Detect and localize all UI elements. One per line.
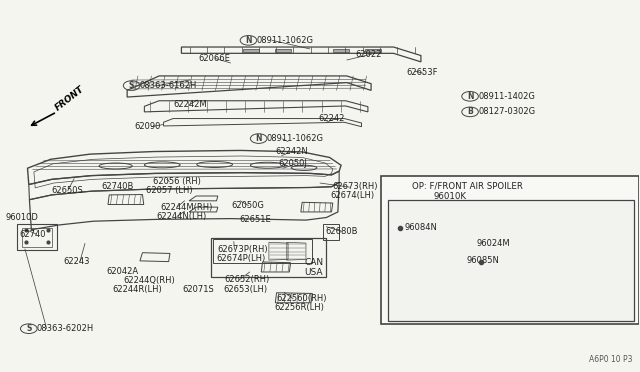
Text: 62244N(LH): 62244N(LH): [156, 212, 206, 221]
Text: 08911-1062G: 08911-1062G: [256, 36, 313, 45]
Text: S: S: [26, 324, 31, 333]
Text: 62243: 62243: [63, 257, 90, 266]
Text: 62244M(RH): 62244M(RH): [161, 203, 212, 212]
Text: 62256R(LH): 62256R(LH): [274, 303, 324, 312]
Text: N: N: [245, 36, 252, 45]
FancyBboxPatch shape: [381, 176, 639, 324]
Text: 08363-6162H: 08363-6162H: [140, 81, 197, 90]
Text: CAN: CAN: [304, 258, 323, 267]
FancyBboxPatch shape: [365, 48, 381, 52]
Text: 62042A: 62042A: [106, 267, 138, 276]
Text: 96010D: 96010D: [6, 213, 38, 222]
Text: B: B: [467, 108, 473, 116]
Text: 62650S: 62650S: [52, 186, 84, 195]
Text: FRONT: FRONT: [54, 84, 86, 113]
Text: 62242N: 62242N: [275, 147, 308, 155]
Text: S: S: [129, 81, 134, 90]
Text: 62740: 62740: [20, 230, 46, 239]
Text: 62674(LH): 62674(LH): [330, 191, 374, 200]
Text: 62674P(LH): 62674P(LH): [216, 254, 265, 263]
Text: 62673P(RH): 62673P(RH): [218, 244, 268, 253]
Text: 96010K: 96010K: [433, 192, 466, 201]
Text: 62653F: 62653F: [407, 68, 438, 77]
Text: 08363-6202H: 08363-6202H: [36, 324, 93, 333]
Text: 62066E: 62066E: [198, 54, 230, 62]
Text: 96024M: 96024M: [476, 239, 510, 248]
Text: 62740B: 62740B: [102, 182, 134, 190]
Text: 96084N: 96084N: [404, 223, 437, 232]
Text: 62653(LH): 62653(LH): [223, 285, 267, 294]
Text: A6P0 10 P3: A6P0 10 P3: [589, 355, 633, 364]
Text: OP: F/FRONT AIR SPOILER: OP: F/FRONT AIR SPOILER: [412, 182, 523, 190]
Text: 62680B: 62680B: [325, 227, 358, 236]
FancyBboxPatch shape: [243, 48, 259, 52]
Text: 08911-1062G: 08911-1062G: [266, 134, 323, 143]
Text: USA: USA: [305, 268, 323, 277]
FancyBboxPatch shape: [333, 48, 349, 52]
Text: 62057 (LH): 62057 (LH): [147, 186, 193, 195]
Text: 62244Q(RH): 62244Q(RH): [124, 276, 175, 285]
Text: 62022: 62022: [355, 49, 381, 58]
Text: 62056 (RH): 62056 (RH): [153, 177, 200, 186]
Text: 96085N: 96085N: [467, 256, 500, 265]
Text: 62050J: 62050J: [278, 159, 307, 168]
Text: 62673(RH): 62673(RH): [333, 182, 378, 191]
Text: N: N: [467, 92, 474, 101]
Text: 62242: 62242: [319, 114, 345, 123]
Text: 62244R(LH): 62244R(LH): [113, 285, 162, 294]
Text: 62071S: 62071S: [182, 285, 214, 294]
Text: 62242M: 62242M: [173, 100, 207, 109]
Text: 08911-1402G: 08911-1402G: [478, 92, 535, 101]
Text: 62090: 62090: [135, 122, 161, 131]
FancyBboxPatch shape: [275, 48, 291, 52]
Text: 62050G: 62050G: [232, 201, 265, 210]
Text: 62651E: 62651E: [239, 215, 271, 224]
FancyBboxPatch shape: [388, 200, 634, 321]
Text: 622560(RH): 622560(RH): [276, 294, 327, 303]
Text: 62652(RH): 62652(RH): [224, 275, 269, 284]
Text: N: N: [255, 134, 262, 143]
Text: 08127-0302G: 08127-0302G: [478, 108, 536, 116]
